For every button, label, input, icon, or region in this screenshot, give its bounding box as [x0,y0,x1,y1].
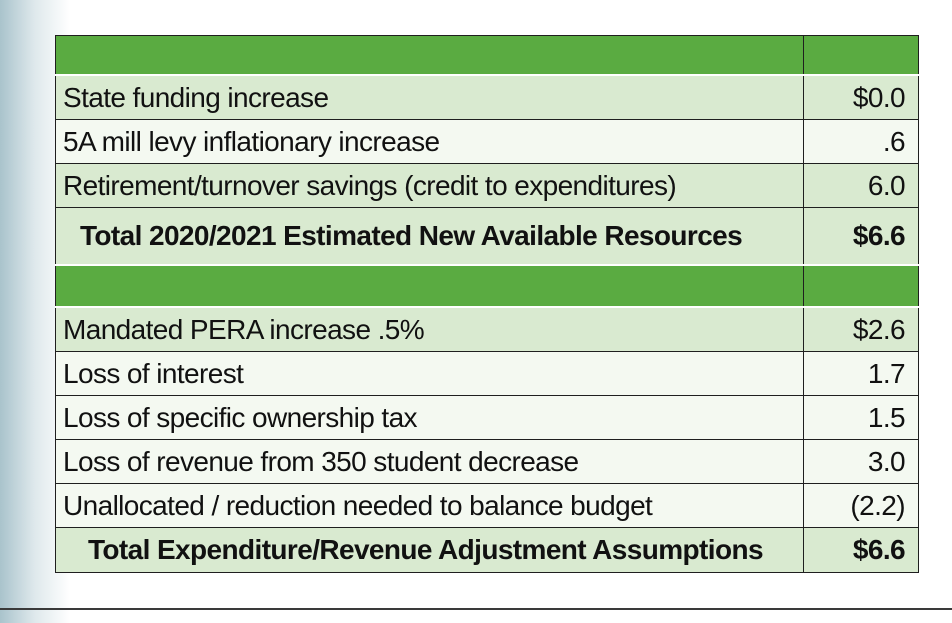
total-value: $6.6 [803,207,919,266]
section1-header-row [55,35,919,76]
header-label-cell [55,35,804,76]
table-row: Unallocated / reduction needed to balanc… [55,483,919,528]
header-label-cell [55,264,804,308]
row-label: Unallocated / reduction needed to balanc… [55,483,804,528]
section2-header-row [55,264,919,308]
table-row: 5A mill levy inflationary increase .6 [55,119,919,164]
table-row: Retirement/turnover savings (credit to e… [55,163,919,208]
row-value: (2.2) [803,483,919,528]
row-value: $2.6 [803,306,919,352]
row-value: 1.7 [803,351,919,396]
row-label: State funding increase [55,74,804,120]
budget-table: State funding increase $0.0 5A mill levy… [55,35,919,573]
row-value: 3.0 [803,439,919,484]
table-row: Loss of interest 1.7 [55,351,919,396]
row-value: 1.5 [803,395,919,440]
row-label: Retirement/turnover savings (credit to e… [55,163,804,208]
total-label: Total 2020/2021 Estimated New Available … [55,207,804,266]
row-value: .6 [803,119,919,164]
section2-total-row: Total Expenditure/Revenue Adjustment Ass… [55,527,919,573]
table-row: Mandated PERA increase .5% $2.6 [55,306,919,352]
bottom-divider [0,608,952,610]
table-row: Loss of specific ownership tax 1.5 [55,395,919,440]
table-row: State funding increase $0.0 [55,74,919,120]
row-value: $0.0 [803,74,919,120]
table-row: Loss of revenue from 350 student decreas… [55,439,919,484]
header-value-cell [803,264,919,308]
row-label: Mandated PERA increase .5% [55,306,804,352]
header-value-cell [803,35,919,76]
row-label: 5A mill levy inflationary increase [55,119,804,164]
row-value: 6.0 [803,163,919,208]
section1-total-row: Total 2020/2021 Estimated New Available … [55,207,919,266]
row-label: Loss of specific ownership tax [55,395,804,440]
row-label: Loss of revenue from 350 student decreas… [55,439,804,484]
row-label: Loss of interest [55,351,804,396]
total-value: $6.6 [803,527,919,573]
total-label: Total Expenditure/Revenue Adjustment Ass… [55,527,804,573]
